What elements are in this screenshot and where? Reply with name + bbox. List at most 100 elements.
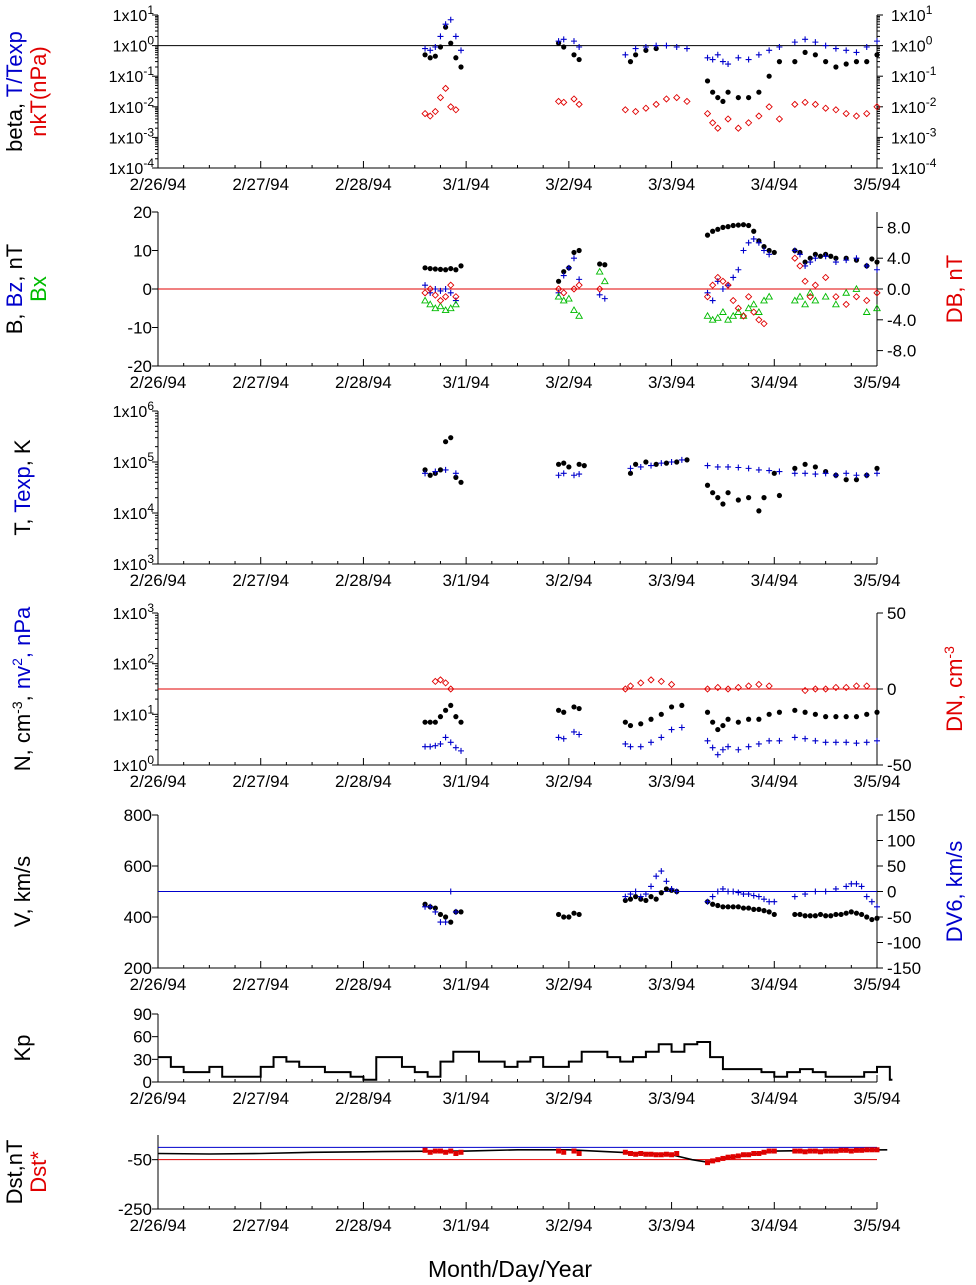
y-tick-label: 1x102 xyxy=(113,652,155,674)
data-point-plus xyxy=(791,734,798,741)
data-point-diamond xyxy=(755,112,763,120)
data-point-plus xyxy=(452,33,459,40)
data-point-plus xyxy=(791,470,798,477)
data-point-dot xyxy=(802,259,808,265)
x-tick-label: 3/4/94 xyxy=(751,1216,798,1235)
data-point-dot xyxy=(663,460,670,466)
data-point-plus xyxy=(755,51,762,58)
data-point-plus xyxy=(843,47,850,54)
data-point-square xyxy=(848,1148,854,1154)
right-axis-title: DN, cm-3 xyxy=(941,646,967,732)
data-point-dot xyxy=(802,461,808,467)
data-point-diamond xyxy=(596,285,604,293)
data-point-diamond xyxy=(832,293,840,301)
data-point-diamond xyxy=(806,293,814,301)
data-point-dot xyxy=(443,267,449,273)
data-point-dot xyxy=(571,249,577,256)
data-point-square xyxy=(766,1148,772,1154)
panel-temp: 2/26/94 2/27/94 2/28/94 3/1/94 3/2/94 3/3/94 3… xyxy=(10,399,901,590)
data-point-dot xyxy=(679,702,685,709)
data-point-dot xyxy=(725,224,731,230)
data-point-plus xyxy=(832,259,839,266)
y-tick-label-right: 100 xyxy=(887,832,915,851)
y-axis-title-part: -3 xyxy=(9,701,25,714)
data-point-plus xyxy=(447,289,454,296)
data-point-diamond xyxy=(560,98,568,106)
right-axis-title-part: DB, nT xyxy=(942,255,967,323)
x-tick-label: 2/27/94 xyxy=(232,175,289,194)
data-point-diamond xyxy=(637,679,645,687)
data-point-plus xyxy=(755,740,762,747)
data-point-plus xyxy=(791,893,798,900)
data-point-diamond xyxy=(575,100,583,109)
y-tick-label: 200 xyxy=(124,959,152,978)
series-kp-0 xyxy=(158,1040,893,1081)
data-point-plus xyxy=(863,472,870,479)
series-beta-0 xyxy=(422,24,880,105)
data-point-diamond xyxy=(791,100,799,109)
data-point-diamond xyxy=(431,291,439,299)
data-point-dot xyxy=(566,914,572,920)
data-point-dot xyxy=(761,244,767,250)
data-point-dot xyxy=(704,709,711,715)
data-point-plus xyxy=(812,39,819,46)
data-point-square xyxy=(735,1153,741,1159)
data-point-dot xyxy=(746,495,752,501)
data-point-plus xyxy=(853,49,860,56)
data-point-plus xyxy=(627,891,634,898)
data-point-plus xyxy=(874,470,880,477)
data-point-square xyxy=(453,1151,459,1156)
data-point-dot xyxy=(648,894,654,900)
x-tick-label: 3/2/94 xyxy=(545,1089,592,1108)
data-point-diamond xyxy=(863,682,871,690)
data-point-square xyxy=(422,1147,428,1153)
data-point-plus xyxy=(755,239,762,246)
data-point-dot xyxy=(684,457,690,463)
data-point-diamond xyxy=(652,100,660,109)
data-point-diamond xyxy=(863,109,871,118)
data-point-dot xyxy=(812,464,818,470)
data-point-plus xyxy=(832,739,839,746)
data-point-dot xyxy=(643,897,649,904)
data-point-dot xyxy=(653,461,659,467)
data-point-dot xyxy=(725,89,731,95)
data-point-diamond xyxy=(714,683,722,692)
x-tick-label: 2/26/94 xyxy=(130,571,187,590)
data-point-diamond xyxy=(554,285,563,293)
data-point-triangle xyxy=(811,296,820,304)
data-point-triangle xyxy=(554,292,563,300)
data-point-plus xyxy=(422,743,429,750)
data-point-dot xyxy=(437,266,444,272)
data-point-dot xyxy=(437,44,444,50)
data-point-square xyxy=(432,1148,438,1154)
x-tick-label: 2/26/94 xyxy=(130,175,187,194)
data-point-plus xyxy=(432,908,439,915)
data-point-dot xyxy=(571,52,577,58)
data-point-dot xyxy=(730,904,736,910)
data-point-dot xyxy=(833,255,839,261)
data-point-triangle xyxy=(708,315,717,323)
data-point-dot xyxy=(776,492,783,499)
data-point-plus xyxy=(632,45,639,52)
data-point-dot xyxy=(807,913,813,919)
data-point-dot xyxy=(771,911,777,918)
data-point-dot xyxy=(807,255,813,261)
data-point-dot xyxy=(746,716,752,722)
data-point-diamond xyxy=(421,289,429,297)
data-point-diamond xyxy=(873,103,881,111)
data-point-dot xyxy=(771,470,777,476)
x-tick-label: 3/5/94 xyxy=(853,571,900,590)
data-point-diamond xyxy=(714,124,722,132)
x-axis-title: Month/Day/Year xyxy=(428,1256,592,1282)
data-point-plus xyxy=(560,272,567,279)
data-point-diamond xyxy=(842,300,850,309)
data-point-dot xyxy=(443,707,449,713)
data-point-plus xyxy=(755,893,762,900)
data-point-square xyxy=(669,1152,675,1158)
data-point-plus xyxy=(776,468,783,475)
data-point-dot xyxy=(710,719,716,725)
data-point-dot xyxy=(802,49,808,55)
data-point-diamond xyxy=(832,683,840,692)
data-point-dot xyxy=(853,714,860,720)
data-point-triangle xyxy=(862,307,871,315)
